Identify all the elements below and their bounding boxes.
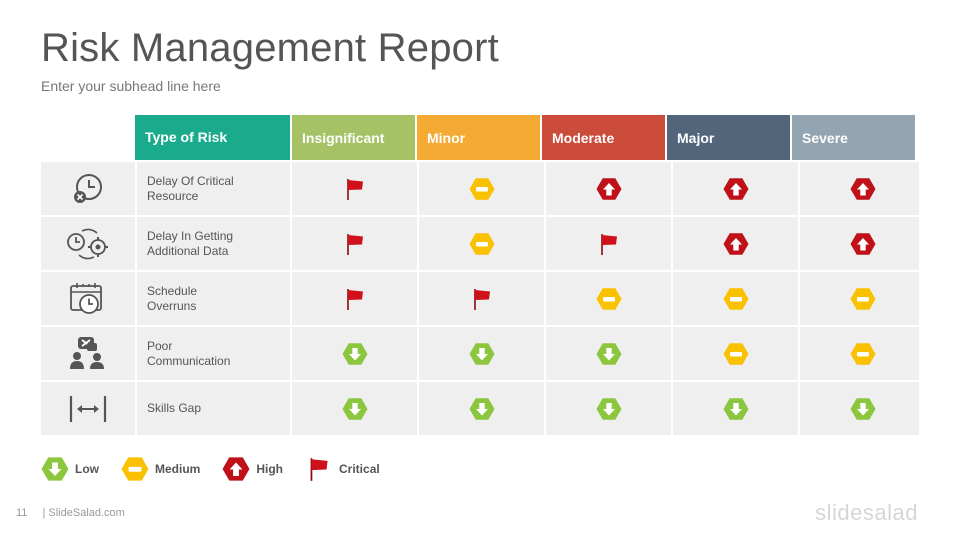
risk-level-cell — [417, 382, 544, 435]
high-hexagon-icon — [222, 455, 250, 483]
medium-hexagon-icon — [596, 286, 622, 312]
risk-level-cell — [290, 217, 417, 270]
high-hexagon-icon — [850, 176, 876, 202]
risk-level-cell — [671, 217, 798, 270]
medium-hexagon-icon — [121, 455, 149, 483]
risk-level-cell — [417, 327, 544, 380]
low-hexagon-icon — [342, 396, 368, 422]
legend-item-medium: Medium — [121, 455, 200, 483]
critical-flag-icon — [305, 455, 333, 483]
legend-item-high: High — [222, 455, 283, 483]
medium-hexagon-icon — [723, 341, 749, 367]
medium-hexagon-icon — [850, 286, 876, 312]
risk-level-cell — [417, 272, 544, 325]
risk-level-cell — [544, 327, 671, 380]
header-minor: Minor — [415, 115, 540, 160]
low-hexagon-icon — [850, 396, 876, 422]
high-hexagon-icon — [850, 231, 876, 257]
low-hexagon-icon — [723, 396, 749, 422]
critical-flag-icon — [342, 286, 368, 312]
risk-table: Type of Risk Insignificant Minor Moderat… — [41, 115, 919, 437]
critical-flag-icon — [596, 231, 622, 257]
clock-cancel-icon — [41, 162, 135, 215]
page-number: 11 — [16, 507, 28, 519]
header-insignificant: Insignificant — [290, 115, 415, 160]
legend-label-critical: Critical — [339, 462, 380, 476]
width-gap-icon — [41, 382, 135, 435]
header-moderate: Moderate — [540, 115, 665, 160]
calendar-clock-icon — [41, 272, 135, 325]
risk-type-label: Delay Of Critical Resource — [135, 162, 290, 215]
brand-watermark: slidesalad — [815, 500, 918, 525]
risk-level-cell — [290, 272, 417, 325]
risk-level-cell — [544, 382, 671, 435]
medium-hexagon-icon — [850, 341, 876, 367]
low-hexagon-icon — [41, 455, 69, 483]
critical-flag-icon — [342, 176, 368, 202]
clock-gear-cycle-icon — [41, 217, 135, 270]
critical-flag-icon — [469, 286, 495, 312]
risk-level-cell — [290, 382, 417, 435]
people-chat-icon — [41, 327, 135, 380]
medium-hexagon-icon — [723, 286, 749, 312]
risk-level-cell — [671, 272, 798, 325]
risk-type-label: Skills Gap — [135, 382, 290, 435]
table-row: Skills Gap — [41, 382, 919, 435]
footer: 11 | SlideSalad.com — [16, 507, 125, 519]
header-major: Major — [665, 115, 790, 160]
risk-level-cell — [417, 217, 544, 270]
legend-label-high: High — [256, 462, 284, 476]
risk-type-label: Poor Communication — [135, 327, 290, 380]
risk-level-cell — [544, 217, 671, 270]
risk-level-cell — [290, 162, 417, 215]
risk-type-label: Delay In Getting Additional Data — [135, 217, 290, 270]
table-row: Poor Communication — [41, 327, 919, 380]
high-hexagon-icon — [596, 176, 622, 202]
medium-hexagon-icon — [469, 231, 495, 257]
header-severe: Severe — [790, 115, 915, 160]
high-hexagon-icon — [723, 176, 749, 202]
page-title: Risk Management Report — [41, 26, 499, 70]
header-spacer — [41, 115, 135, 160]
risk-level-cell — [671, 162, 798, 215]
risk-level-cell — [798, 162, 925, 215]
risk-level-cell — [671, 382, 798, 435]
header-type-of-risk: Type of Risk — [135, 115, 290, 160]
risk-level-cell — [798, 272, 925, 325]
medium-hexagon-icon — [469, 176, 495, 202]
legend-label-low: Low — [75, 462, 99, 476]
risk-level-cell — [798, 327, 925, 380]
risk-level-cell — [417, 162, 544, 215]
legend: Low Medium High Critical — [41, 455, 402, 483]
risk-level-cell — [544, 272, 671, 325]
low-hexagon-icon — [469, 341, 495, 367]
critical-flag-icon — [342, 231, 368, 257]
low-hexagon-icon — [596, 396, 622, 422]
high-hexagon-icon — [723, 231, 749, 257]
table-row: Delay Of Critical Resource — [41, 162, 919, 215]
table-row: Schedule Overruns — [41, 272, 919, 325]
risk-type-label: Schedule Overruns — [135, 272, 290, 325]
risk-level-cell — [544, 162, 671, 215]
low-hexagon-icon — [469, 396, 495, 422]
risk-level-cell — [798, 217, 925, 270]
table-row: Delay In Getting Additional Data — [41, 217, 919, 270]
legend-item-low: Low — [41, 455, 99, 483]
risk-level-cell — [290, 327, 417, 380]
page-subtitle: Enter your subhead line here — [41, 78, 221, 94]
low-hexagon-icon — [596, 341, 622, 367]
legend-item-critical: Critical — [305, 455, 380, 483]
legend-label-medium: Medium — [155, 462, 201, 476]
risk-level-cell — [798, 382, 925, 435]
risk-level-cell — [671, 327, 798, 380]
low-hexagon-icon — [342, 341, 368, 367]
footer-site: | SlideSalad.com — [42, 507, 125, 519]
table-header-row: Type of Risk Insignificant Minor Moderat… — [41, 115, 919, 160]
